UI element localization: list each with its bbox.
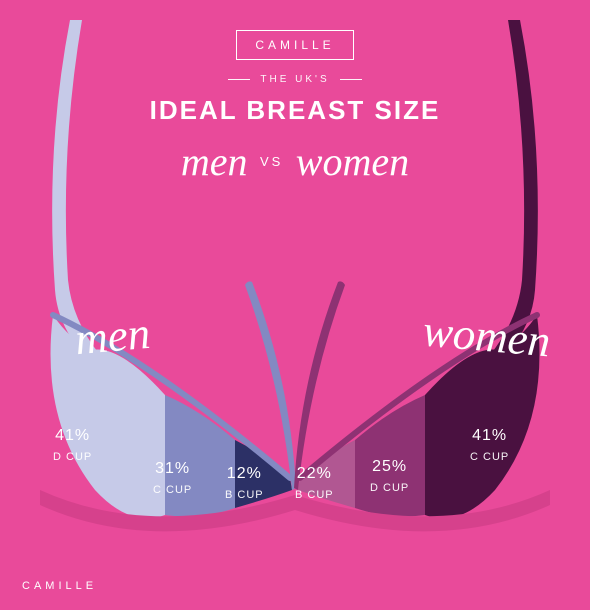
subline: THE UK'S (0, 74, 590, 85)
segment-label: 12%B CUP (225, 463, 264, 502)
brand-box: CAMILLE (236, 30, 353, 60)
segment-label: 31%C CUP (153, 458, 192, 497)
cup-label-women: women (420, 305, 552, 368)
tagline-women: women (296, 138, 409, 185)
segment-label: 41%C CUP (470, 425, 509, 464)
tagline-vs: VS (260, 154, 283, 169)
tagline-men: men (181, 138, 248, 185)
tagline: men VS women (0, 138, 590, 185)
segment-label: 25%D CUP (370, 456, 409, 495)
header: CAMILLE THE UK'S IDEAL BREAST SIZE men V… (0, 0, 590, 185)
segment-label: 41%D CUP (53, 425, 92, 464)
segment-label: 22%B CUP (295, 463, 334, 502)
cup-label-men: men (73, 307, 152, 365)
title: IDEAL BREAST SIZE (0, 95, 590, 126)
